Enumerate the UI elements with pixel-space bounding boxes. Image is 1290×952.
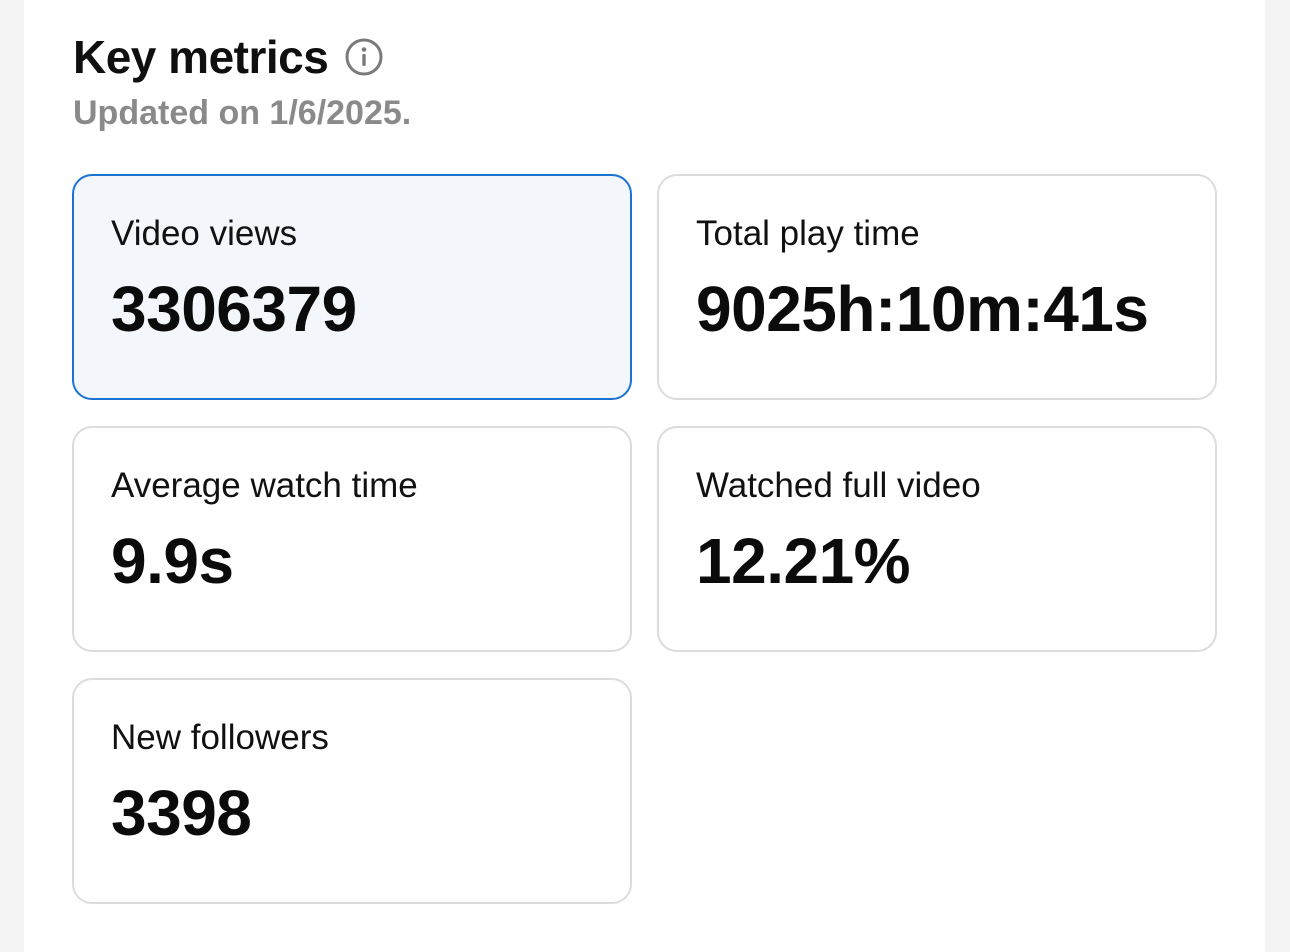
metric-value: 9.9s <box>111 525 234 597</box>
updated-date-text: Updated on 1/6/2025. <box>73 94 412 132</box>
metric-card-video-views[interactable]: Video views 3306379 <box>72 174 632 400</box>
metric-card-average-watch-time[interactable]: Average watch time 9.9s <box>72 426 632 652</box>
metric-label: Watched full video <box>696 466 981 505</box>
info-icon[interactable] <box>344 37 384 77</box>
metric-label: Video views <box>111 214 298 253</box>
title-row: Key metrics <box>73 28 1173 86</box>
metric-value: 12.21% <box>696 525 911 597</box>
metric-value: 9025h:10m:41s <box>696 273 1149 345</box>
metric-label: New followers <box>111 718 329 757</box>
metric-card-watched-full-video[interactable]: Watched full video 12.21% <box>657 426 1217 652</box>
metric-value: 3306379 <box>111 273 357 345</box>
key-metrics-panel: Key metrics Updated on 1/6/2025. Video v… <box>24 0 1265 952</box>
key-metrics-header: Key metrics Updated on 1/6/2025. <box>73 28 1173 133</box>
page-title: Key metrics <box>73 31 329 83</box>
metric-value: 3398 <box>111 777 252 849</box>
metric-label: Average watch time <box>111 466 418 505</box>
metric-card-new-followers[interactable]: New followers 3398 <box>72 678 632 904</box>
metric-label: Total play time <box>696 214 920 253</box>
info-circle-icon <box>345 38 383 76</box>
metric-card-total-play-time[interactable]: Total play time 9025h:10m:41s <box>657 174 1217 400</box>
